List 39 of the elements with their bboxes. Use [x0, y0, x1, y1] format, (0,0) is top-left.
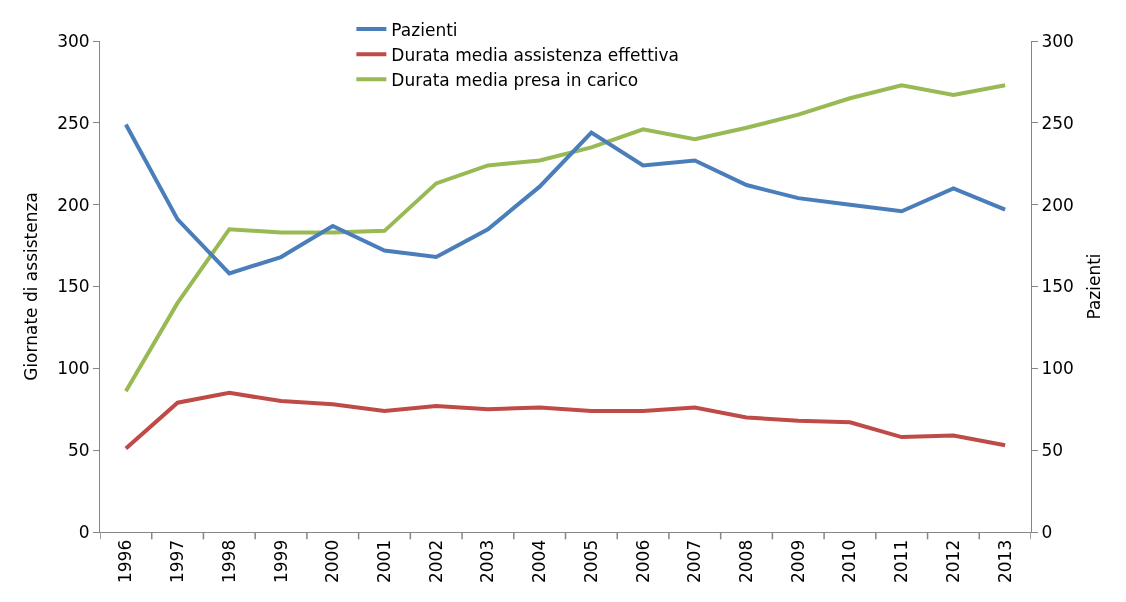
y2-axis-title: Pazienti: [1084, 253, 1105, 320]
y2-tick-label: 300: [1041, 30, 1074, 51]
y-tick-label: 0: [78, 521, 90, 542]
y2-tick-label: 150: [1041, 276, 1074, 297]
x-tick-label: 2007: [684, 539, 705, 584]
x-tick-label: 2002: [425, 539, 446, 584]
y2-tick-label: 100: [1041, 358, 1074, 379]
y2-tick-label: 200: [1041, 194, 1074, 215]
y-tick-label: 150: [57, 276, 90, 297]
x-tick-label: 2004: [529, 539, 550, 584]
y2-tick-label: 250: [1041, 112, 1074, 133]
x-tick-label: 2008: [736, 539, 757, 584]
x-tick-label: 2005: [580, 539, 601, 584]
x-tick-label: 2000: [322, 539, 343, 584]
y2-tick-label: 0: [1041, 521, 1053, 542]
y-axis-title: Giornate di assistenza: [20, 192, 41, 381]
x-tick-label: 1998: [218, 539, 239, 584]
x-tick-label: 2009: [787, 539, 808, 584]
legend-label: Durata media assistenza effettiva: [391, 44, 680, 65]
x-tick-label: 1999: [270, 539, 291, 584]
x-tick-label: 2013: [994, 539, 1015, 584]
legend-label: Pazienti: [391, 19, 458, 40]
x-tick-label: 2011: [891, 539, 912, 584]
x-tick-label: 2001: [373, 539, 394, 584]
y-tick-label: 250: [57, 112, 90, 133]
y-tick-label: 300: [57, 30, 90, 51]
y-tick-label: 50: [67, 440, 90, 461]
x-tick-label: 2012: [942, 539, 963, 584]
y-tick-label: 100: [57, 358, 90, 379]
x-tick-label: 1997: [167, 539, 188, 584]
x-tick-label: 2006: [632, 539, 653, 584]
legend-label: Durata media presa in carico: [391, 69, 639, 90]
line-series: [123, 390, 1008, 451]
x-tick-label: 1996: [115, 539, 136, 584]
x-tick-label: 2003: [477, 539, 498, 584]
line-series: [123, 122, 1008, 276]
y-tick-label: 200: [57, 194, 90, 215]
y2-tick-label: 50: [1041, 440, 1064, 461]
x-tick-label: 2010: [839, 539, 860, 584]
